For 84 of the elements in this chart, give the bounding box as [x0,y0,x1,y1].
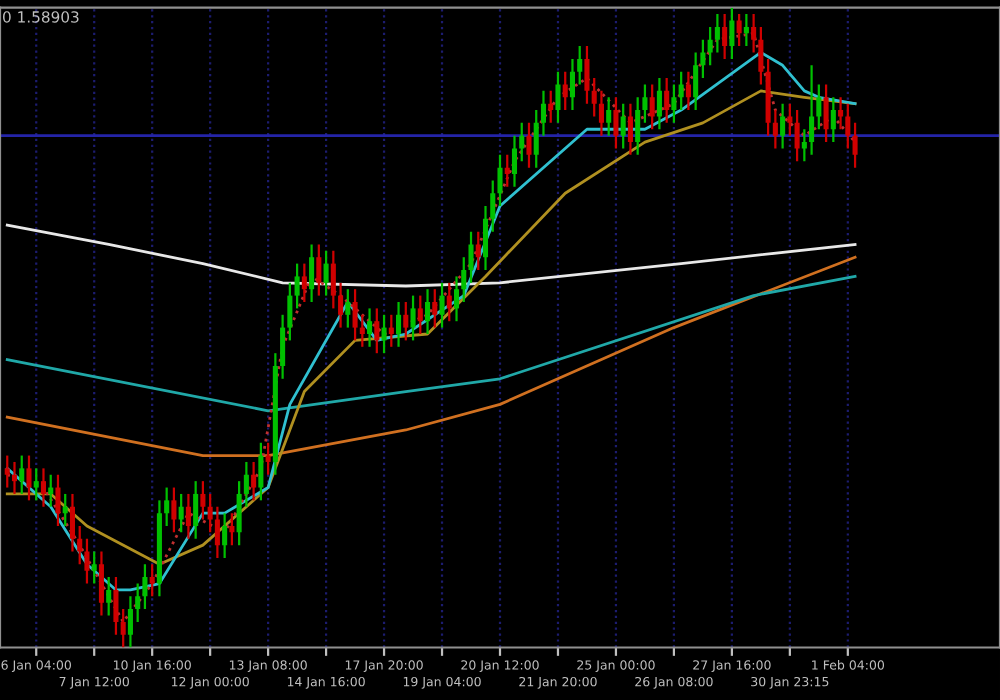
candlestick [222,512,228,560]
candlestick [410,294,416,342]
candlestick [229,512,235,547]
candlestick [569,57,575,112]
candlestick [548,89,554,124]
candlestick [475,230,481,272]
candlestick [48,473,54,508]
candlestick [120,608,126,648]
candlestick [19,454,25,496]
candlestick [62,492,68,528]
candlestick [809,64,815,156]
candlestick [98,550,104,617]
candlestick [352,288,358,342]
candlestick [823,83,829,144]
candlestick [555,70,561,124]
candlestick [511,134,518,188]
candlestick [11,460,18,496]
candlestick [664,76,670,124]
candlestick [40,467,47,508]
candlestick [425,288,431,336]
candlestick [26,454,32,502]
candlestick [345,288,351,329]
candlestick [33,467,39,502]
candlestick [584,44,590,105]
candlestick [251,460,257,502]
candlestick [374,307,380,355]
candlestick [113,576,119,636]
candlestick [265,441,271,476]
candlestick [780,102,786,150]
candlestick [714,12,720,54]
candlestick [396,300,402,348]
candlestick [852,121,858,169]
candlestick [729,7,735,60]
candlestick [200,480,206,521]
candlestick [91,550,97,585]
candlestick [787,102,793,137]
candlestick [845,102,851,150]
candlestick [794,108,800,163]
candlestick [301,262,307,304]
candlestick [417,294,423,336]
candlestick [439,281,445,329]
candlestick [127,595,133,648]
candlestick [367,307,373,348]
candlestick [671,83,677,124]
candlestick [294,262,300,310]
candlestick [403,300,409,342]
candlestick [316,243,322,297]
candlestick [620,102,626,150]
candlestick [214,505,220,560]
candlestick [178,492,184,534]
candlestick [598,89,604,137]
candlestick [635,96,641,156]
candlestick [562,70,568,112]
candlestick [446,281,452,323]
candlestick [453,275,460,323]
candlestick [743,12,749,48]
candlestick [149,563,155,598]
candlestick [613,96,619,150]
candlestick [4,454,10,489]
candlestick [504,153,510,188]
candlestick [526,121,532,169]
candlestick [55,473,61,528]
candlestick [722,12,728,60]
candlestick [69,492,75,553]
candlestick [106,576,112,617]
candlestick [678,70,684,112]
candlestick [656,76,662,131]
candlestick [649,83,655,131]
candlestick [627,102,633,156]
candlestick [736,12,742,48]
candlestick [193,480,199,540]
candlestick [685,70,691,112]
candlestick [606,96,612,137]
candlestick [309,243,315,304]
candlestick [258,441,264,502]
candlestick [323,249,329,297]
candlestick [388,313,394,348]
candlestick [693,51,699,112]
candlestick [381,313,387,355]
candlestick [171,486,177,534]
candlestick [432,288,438,329]
candlestick [185,492,191,540]
candlestick [838,96,844,131]
candlestick [830,96,836,144]
